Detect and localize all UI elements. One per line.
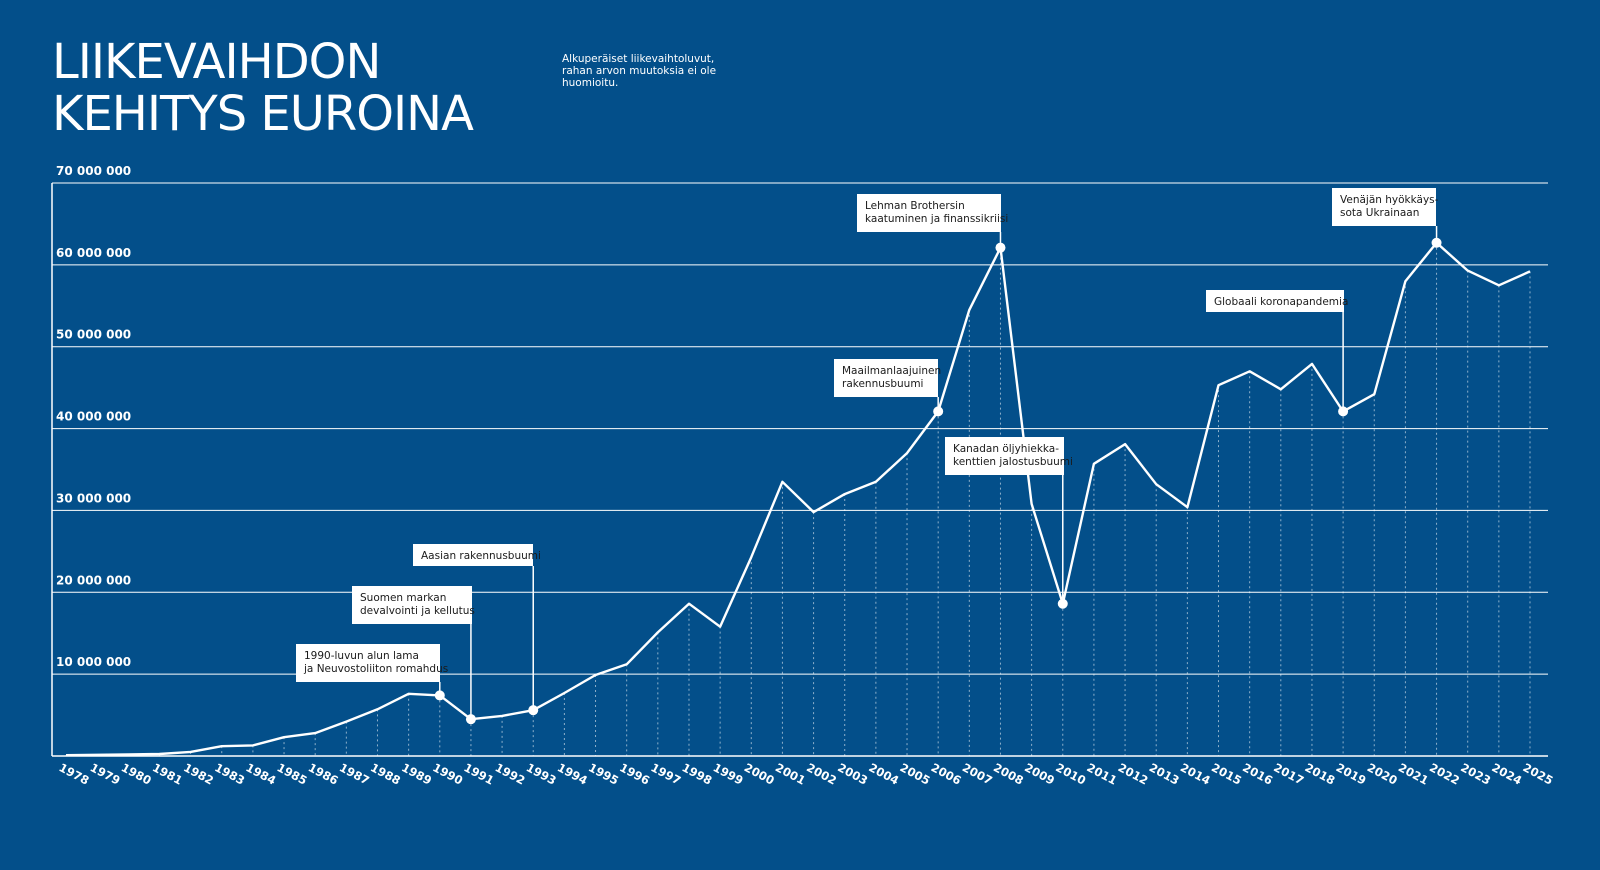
annotation-text: Suomen markan [360, 592, 446, 604]
x-tick-label: 2021 [1396, 760, 1431, 787]
annotation-text: Kanadan öljyhiekka- [953, 443, 1059, 455]
annotation-text: Venäjän hyökkäys- [1340, 194, 1439, 206]
annotation-box [945, 437, 1064, 475]
x-tick-label: 1995 [586, 760, 621, 787]
x-tick-label: 2025 [1521, 760, 1556, 787]
x-tick-label: 2000 [742, 760, 777, 787]
annotation-text: Aasian rakennusbuumi [421, 550, 541, 562]
y-tick-label: 10 000 000 [56, 655, 131, 669]
revenue-series-line [65, 241, 1531, 757]
annotation-text: Lehman Brothersin [865, 200, 965, 212]
x-tick-label: 2012 [1116, 760, 1151, 787]
chart-title: LIIKEVAIHDON KEHITYS EUROINA [52, 34, 474, 142]
annotation-point-marker [465, 714, 476, 725]
x-tick-label: 1997 [648, 760, 683, 787]
x-tick-label: 1985 [275, 760, 310, 787]
annotation-box [296, 644, 440, 682]
annotation-text: Maailmanlaajuinen [842, 365, 941, 377]
x-tick-label: 2009 [1022, 760, 1057, 787]
annotation-text: kaatuminen ja finanssikriisi [865, 213, 1008, 225]
annotation-2019: Globaali koronapandemia [1206, 290, 1349, 417]
x-tick-label: 1998 [680, 760, 715, 787]
y-tick-label: 30 000 000 [56, 491, 131, 505]
x-tick-label: 1978 [57, 760, 92, 787]
x-tick-label: 1991 [462, 760, 497, 787]
annotation-box [857, 194, 1001, 232]
annotation-text: devalvointi ja kellutus [360, 605, 475, 617]
x-tick-label: 1996 [617, 760, 652, 787]
x-tick-label: 1980 [119, 760, 154, 787]
annotation-text: kenttien jalostusbuumi [953, 456, 1073, 468]
x-tick-label: 2024 [1489, 760, 1524, 787]
y-tick-label: 60 000 000 [56, 246, 131, 260]
annotation-point-marker [434, 690, 445, 701]
annotation-box [834, 359, 938, 397]
x-tick-label: 1992 [493, 760, 528, 787]
annotation-text: ja Neuvostoliiton romahdus [303, 663, 448, 675]
x-tick-label: 2001 [773, 760, 808, 787]
y-tick-label: 70 000 000 [56, 164, 131, 178]
annotation-2010: Kanadan öljyhiekka-kenttien jalostusbuum… [945, 437, 1073, 609]
x-tick-label: 2023 [1458, 760, 1493, 787]
x-tick-label: 1999 [711, 760, 746, 787]
annotation-2022: Venäjän hyökkäys-sota Ukrainaan [1332, 188, 1442, 248]
annotation-point-marker [528, 705, 539, 716]
x-tick-label: 2018 [1303, 760, 1338, 787]
x-tick-label: 2008 [991, 760, 1026, 787]
chart-subtitle: Alkuperäiset liikevaihtoluvut, rahan arv… [562, 53, 717, 89]
x-tick-label: 1988 [368, 760, 403, 787]
x-tick-label: 2005 [898, 760, 933, 787]
annotation-box [1206, 290, 1344, 312]
annotation-point-marker [933, 406, 944, 417]
annotation-point-marker [1431, 237, 1442, 248]
chart-title-line-2: KEHITYS EUROINA [52, 86, 474, 142]
x-tick-label: 2020 [1365, 760, 1400, 787]
chart-title-line-1: LIIKEVAIHDON [52, 34, 381, 90]
x-tick-label: 2004 [866, 760, 901, 787]
x-tick-label: 2011 [1085, 760, 1120, 787]
annotation-text: sota Ukrainaan [1340, 207, 1419, 219]
x-tick-label: 1979 [88, 760, 123, 787]
x-tick-label: 2014 [1178, 760, 1213, 787]
x-tick-label: 1989 [399, 760, 434, 787]
x-tick-label: 2013 [1147, 760, 1182, 787]
x-tick-label: 1994 [555, 760, 590, 787]
annotation-point-marker [1338, 406, 1349, 417]
y-tick-label: 20 000 000 [56, 573, 131, 587]
annotation-1993: Aasian rakennusbuumi [413, 544, 541, 716]
y-tick-label: 50 000 000 [56, 328, 131, 342]
x-tick-label: 2007 [960, 760, 995, 787]
x-tick-label: 2015 [1209, 760, 1244, 787]
x-tick-label: 1986 [306, 760, 341, 787]
x-tick-label: 2002 [804, 760, 839, 787]
annotation-text: 1990-luvun alun lama [304, 650, 419, 662]
x-tick-label: 1987 [337, 760, 372, 787]
x-tick-label: 1981 [150, 760, 185, 787]
y-tick-label: 40 000 000 [56, 410, 131, 424]
x-tick-label: 2022 [1427, 760, 1462, 787]
x-tick-label: 2017 [1271, 760, 1306, 787]
x-tick-label: 2016 [1240, 760, 1275, 787]
annotation-box [1332, 188, 1436, 226]
annotation-text: rakennusbuumi [842, 378, 923, 390]
annotation-point-marker [995, 242, 1006, 253]
x-tick-label: 1984 [243, 760, 278, 787]
x-tick-label: 1993 [524, 760, 559, 787]
annotation-point-marker [1057, 598, 1068, 609]
annotation-box [352, 586, 472, 624]
x-tick-label: 1982 [181, 760, 216, 787]
x-tick-label: 2006 [929, 760, 964, 787]
x-tick-label: 2003 [835, 760, 870, 787]
x-tick-label: 1990 [430, 760, 465, 787]
x-tick-label: 1983 [212, 760, 247, 787]
x-tick-label: 2019 [1334, 760, 1369, 787]
annotation-box [413, 544, 533, 566]
x-tick-label: 2010 [1053, 760, 1088, 787]
annotation-text: Globaali koronapandemia [1214, 296, 1348, 308]
